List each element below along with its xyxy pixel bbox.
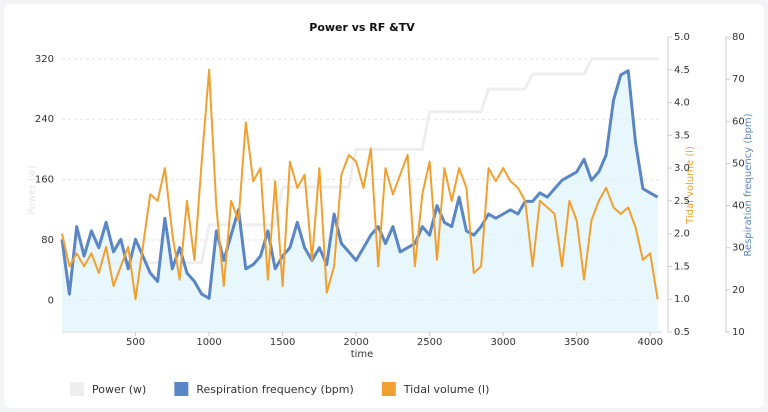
legend-label: Respiration frequency (bpm) <box>196 383 353 396</box>
y3-tick-label: 10 <box>732 327 745 338</box>
x-tick-label: 2500 <box>417 337 442 348</box>
x-tick-label: 1000 <box>196 337 221 348</box>
x-tick-label: 3000 <box>490 337 515 348</box>
legend-swatch <box>174 382 189 396</box>
y3-axis-title: Respiration frequency (bpm) <box>743 113 754 256</box>
y3-tick-label: 40 <box>732 201 745 212</box>
y2-tick-label: 1.5 <box>674 261 690 272</box>
y2-tick-label: 4.5 <box>674 65 690 76</box>
y-tick-label: 0 <box>48 295 54 306</box>
y-tick-label: 160 <box>35 175 54 186</box>
y3-tick-label: 80 <box>732 32 745 43</box>
y-tick-label: 320 <box>35 54 54 65</box>
x-tick-label: 1500 <box>270 337 295 348</box>
y2-tick-label: 1.0 <box>674 294 690 305</box>
y-tick-label: 80 <box>41 235 54 246</box>
legend-swatch <box>70 382 84 396</box>
y-axis-title: Power (w) <box>27 165 38 214</box>
legend-swatch <box>381 382 396 396</box>
x-tick-label: 3500 <box>564 337 589 348</box>
series-line <box>61 68 659 301</box>
y3-tick-label: 30 <box>732 243 745 254</box>
legend-label: Power (w) <box>92 383 146 396</box>
y2-tick-label: 3.0 <box>674 163 690 174</box>
area <box>62 70 658 332</box>
chart-title: Power vs RF &TV <box>309 21 415 34</box>
y2-tick-label: 4.0 <box>674 98 690 109</box>
y2-tick-label: 3.5 <box>674 130 690 141</box>
x-tick-label: 500 <box>126 337 145 348</box>
y2-axis-title: Tidal volume (l) <box>685 146 696 225</box>
y2-tick-label: 0.5 <box>674 327 690 338</box>
y2-tick-label: 2.5 <box>674 196 690 207</box>
y2-tick-label: 2.0 <box>674 229 690 240</box>
x-tick-label: 4000 <box>638 337 663 348</box>
legend-label: Tidal volume (l) <box>403 383 490 396</box>
x-tick-label: 2000 <box>343 337 368 348</box>
y3-tick-label: 60 <box>732 116 745 127</box>
y2-tick-label: 5.0 <box>674 32 690 43</box>
y3-tick-label: 20 <box>732 285 745 296</box>
y-tick-label: 240 <box>35 114 54 125</box>
x-axis-title: time <box>351 349 374 360</box>
y3-tick-label: 70 <box>732 74 745 85</box>
y3-tick-label: 50 <box>732 158 745 169</box>
series-line <box>60 69 659 300</box>
